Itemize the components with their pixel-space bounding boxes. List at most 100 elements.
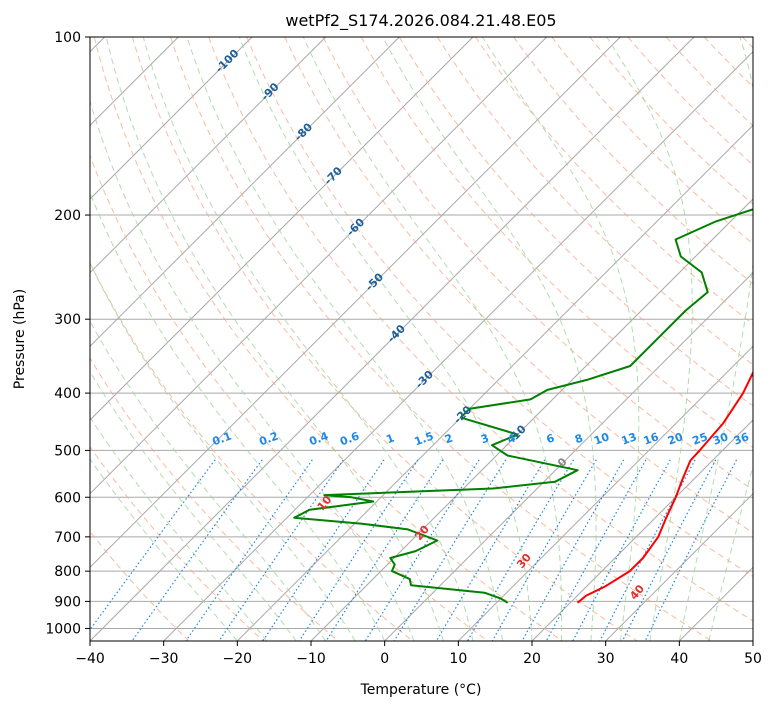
moist-adiabat-line bbox=[142, 37, 474, 641]
dewpoint-profile-line bbox=[293, 208, 753, 604]
mixing-ratio-label: 0.2 bbox=[257, 430, 280, 449]
y-tick-label: 600 bbox=[54, 490, 81, 506]
mixing-ratio-label: 8 bbox=[573, 432, 585, 447]
x-tick-label: 10 bbox=[449, 651, 467, 667]
moist-adiabat-line bbox=[90, 320, 327, 641]
dry-adiabat-line bbox=[436, 37, 753, 366]
x-axis-ticks: −40 −30 −20 −10 0 10 20 30 40 50 bbox=[75, 641, 762, 667]
dry-adiabat-line bbox=[246, 37, 753, 577]
mixing-ratio-label: 20 bbox=[666, 430, 685, 448]
moist-adiabat-line bbox=[708, 464, 753, 641]
x-tick-label: 40 bbox=[670, 651, 688, 667]
moist-adiabat-line bbox=[678, 37, 753, 641]
dry-adiabat-line bbox=[589, 37, 753, 205]
dry-adiabat-line bbox=[170, 37, 712, 641]
x-tick-label: 20 bbox=[523, 651, 541, 667]
mixing-ratio-line bbox=[545, 459, 647, 641]
x-tick-label: 50 bbox=[744, 651, 762, 667]
moist-adiabat-line bbox=[606, 37, 693, 641]
dry-adiabat-line bbox=[551, 37, 753, 245]
dry-adiabat-line bbox=[398, 37, 753, 407]
isotherm-line bbox=[90, 37, 327, 274]
dry-adiabat-line bbox=[322, 37, 753, 491]
mixing-ratio-line bbox=[262, 459, 385, 641]
y-tick-label: 300 bbox=[54, 312, 81, 328]
mixing-ratio-line bbox=[325, 459, 444, 641]
mixing-ratio-line bbox=[218, 459, 344, 641]
moist-adiabat-line bbox=[90, 261, 356, 641]
x-tick-label: −30 bbox=[149, 651, 179, 667]
mixing-ratio-line bbox=[298, 459, 419, 641]
y-axis-label: Pressure (hPa) bbox=[12, 289, 28, 389]
mixing-ratio-line bbox=[644, 459, 738, 641]
mixing-ratio-label: 10 bbox=[592, 430, 611, 448]
reference-lines bbox=[90, 37, 753, 641]
x-tick-label: −10 bbox=[296, 651, 326, 667]
x-axis-label: Temperature (°C) bbox=[360, 682, 482, 698]
isotherm-line bbox=[605, 492, 753, 641]
sounding-profiles bbox=[293, 208, 753, 604]
moist-adiabat-line bbox=[302, 37, 563, 641]
dry-adiabat-line bbox=[131, 37, 638, 641]
y-tick-label: 500 bbox=[54, 443, 81, 459]
moist-adiabat-line bbox=[90, 458, 238, 641]
mixing-ratio-label: 0.6 bbox=[338, 429, 361, 448]
dry-adiabat-line bbox=[208, 37, 753, 622]
mixing-ratio-line bbox=[466, 459, 575, 641]
x-tick-label: −40 bbox=[75, 651, 105, 667]
moist-adiabat-line bbox=[90, 99, 415, 641]
y-tick-label: 200 bbox=[54, 208, 81, 224]
y-tick-label: 700 bbox=[54, 530, 81, 546]
mixing-ratio-label: 1.5 bbox=[413, 430, 436, 449]
moist-adiabat-line bbox=[90, 370, 297, 641]
mixing-ratio-label: 1 bbox=[384, 432, 396, 447]
mixing-ratio-label: 4 bbox=[506, 431, 518, 446]
mixing-ratio-label: 6 bbox=[545, 431, 557, 446]
x-tick-label: 30 bbox=[597, 651, 615, 667]
moist-adiabat-line bbox=[382, 37, 597, 641]
x-tick-label: −20 bbox=[223, 651, 253, 667]
mixing-ratio-line bbox=[521, 459, 625, 641]
mixing-ratio-label: 0.1 bbox=[211, 430, 234, 449]
mixing-ratio-label: 2 bbox=[443, 432, 455, 447]
mixing-ratio-line bbox=[435, 459, 546, 641]
isotherm-line bbox=[384, 271, 753, 641]
isotherm-line bbox=[90, 37, 253, 200]
mixing-ratio-line bbox=[90, 459, 216, 631]
moist-adiabat-line bbox=[90, 191, 386, 641]
isotherm-line bbox=[90, 37, 695, 641]
isotherm-line bbox=[90, 37, 474, 421]
mixing-ratio-label: 0.4 bbox=[307, 429, 330, 448]
dry-adiabat-line bbox=[90, 445, 264, 641]
y-tick-label: 800 bbox=[54, 564, 81, 580]
isotherm-line bbox=[90, 37, 400, 348]
dry-adiabat-line bbox=[284, 37, 753, 534]
dry-adiabat-line bbox=[360, 37, 753, 449]
mixing-ratio-label: 36 bbox=[732, 430, 751, 448]
dry-adiabat-line bbox=[93, 37, 563, 641]
x-tick-label: 0 bbox=[380, 651, 389, 667]
mixing-ratio-label: 30 bbox=[711, 430, 730, 448]
moist-adiabat-line bbox=[186, 37, 503, 641]
y-tick-label: 400 bbox=[54, 386, 81, 402]
mixing-ratio-label: 3 bbox=[479, 432, 491, 447]
dry-adiabat-line bbox=[90, 357, 339, 641]
y-tick-label: 900 bbox=[54, 594, 81, 610]
mixing-ratio-line bbox=[185, 459, 313, 641]
mixing-ratio-label: 25 bbox=[691, 430, 710, 447]
y-axis-ticks: 100 200 300 400 500 600 700 800 900 1000 bbox=[45, 30, 90, 637]
isotherm-line bbox=[90, 37, 548, 495]
chart-title: wetPf2_S174.2026.084.21.48.E05 bbox=[285, 11, 556, 31]
temperature-profile-line bbox=[576, 370, 753, 604]
mixing-ratio-line bbox=[131, 459, 263, 641]
moist-adiabat-line bbox=[90, 416, 268, 641]
isotherm-line bbox=[163, 50, 753, 641]
isotherm-line bbox=[531, 419, 753, 641]
isotherm-line bbox=[236, 124, 753, 641]
moist-adiabat-line bbox=[481, 37, 640, 641]
mixing-ratio-label: 13 bbox=[620, 430, 639, 447]
isotherm-line bbox=[90, 37, 621, 569]
plot-frame bbox=[89, 36, 754, 642]
